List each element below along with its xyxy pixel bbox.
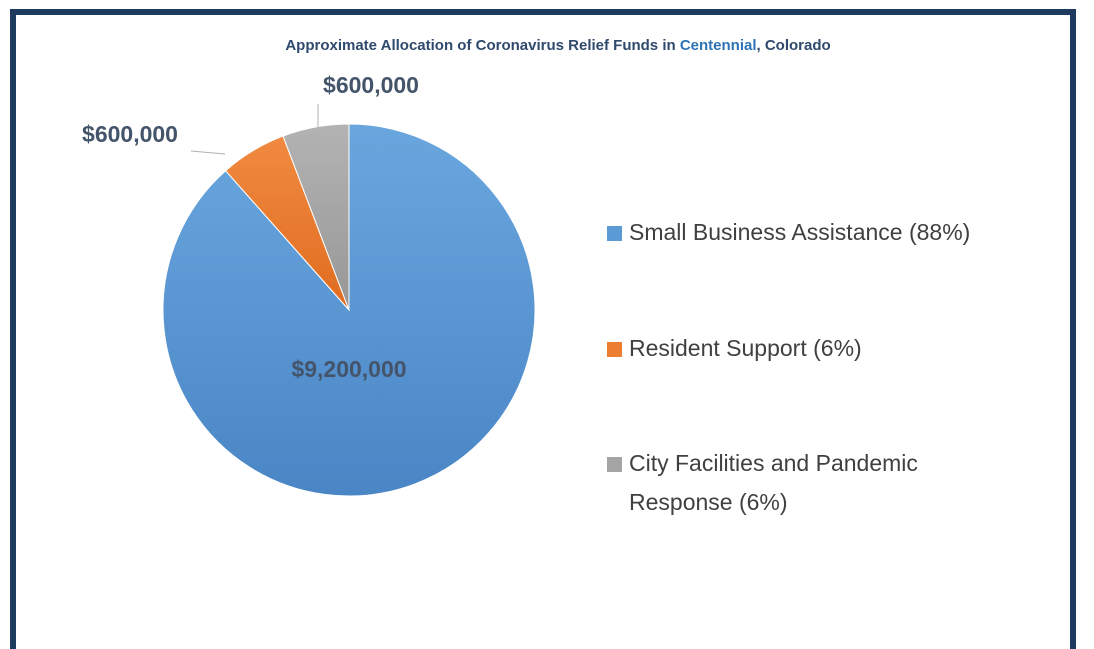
data-label-small-business-assistance-88: $9,200,000: [291, 356, 406, 382]
legend-label-resident-support-6: Resident Support (6%): [629, 335, 862, 361]
data-labels: $9,200,000 $600,000 $600,000: [82, 72, 419, 382]
chart-legend: Small Business Assistance (88%) Resident …: [607, 219, 970, 515]
legend-label-small-business-assistance-88: Small Business Assistance (88%): [629, 219, 970, 245]
chart-title-start: Approximate Allocation of Coronavirus Re…: [285, 37, 679, 54]
legend-label-line: City Facilities and Pandemic: [629, 450, 918, 476]
data-label-city-facilities-and-pandemic-response-6: $600,000: [323, 72, 419, 98]
legend-item-small-business-assistance-88: Small Business Assistance (88%): [607, 219, 970, 245]
legend-label-line: Resident Support (6%): [629, 335, 862, 361]
leader-lines: [190, 104, 319, 155]
pie-slices: [162, 123, 536, 497]
legend-label-line: Small Business Assistance (88%): [629, 219, 970, 245]
legend-item-city-facilities-and-pandemic-response-6: City Facilities and Pandemic Response (6%…: [607, 450, 918, 515]
legend-swatch-resident-support-6: [607, 342, 622, 357]
legend-label-line: Response (6%): [629, 489, 788, 515]
leader-line-resident-support-6: [190, 150, 226, 155]
chart-title-highlight: Centennial: [680, 37, 757, 54]
pie-slice-small-business-assistance-88: [162, 123, 536, 497]
pie-slice-city-facilities-and-pandemic-response-6: [282, 123, 350, 311]
data-label-resident-support-6: $600,000: [82, 121, 178, 147]
legend-swatch-small-business-assistance-88: [607, 226, 622, 241]
chart-title: Approximate Allocation of Coronavirus Re…: [285, 37, 830, 54]
legend-label-city-facilities-and-pandemic-response-6: City Facilities and Pandemic Response (6%…: [629, 450, 918, 515]
legend-swatch-city-facilities-and-pandemic-response-6: [607, 457, 622, 472]
chart-title-end: , Colorado: [757, 37, 831, 54]
legend-item-resident-support-6: Resident Support (6%): [607, 335, 862, 361]
